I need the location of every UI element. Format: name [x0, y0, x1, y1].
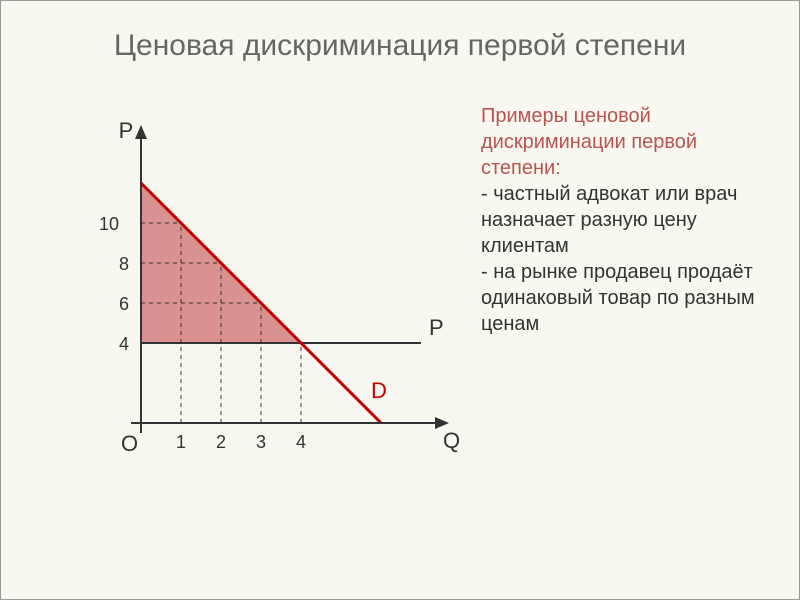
- page-title: Ценовая дискриминация первой степени: [1, 1, 799, 83]
- x-tick-2: 2: [216, 432, 226, 452]
- x-tick-4: 4: [296, 432, 306, 452]
- y-axis-arrow: [135, 125, 147, 139]
- economics-chart: P Q O 10 8 6 4 1 2 3 4 D P: [31, 83, 471, 483]
- y-tick-10: 10: [99, 214, 119, 234]
- y-tick-8: 8: [119, 254, 129, 274]
- price-line-label: P: [429, 315, 444, 340]
- examples-body: - частный адвокат или врач назначает раз…: [481, 181, 759, 337]
- x-axis-label: Q: [443, 428, 460, 453]
- origin-label: O: [121, 431, 138, 456]
- x-tick-3: 3: [256, 432, 266, 452]
- examples-heading: Примеры ценовой дискриминации первой сте…: [481, 103, 759, 181]
- content-row: P Q O 10 8 6 4 1 2 3 4 D P Примеры ценов…: [1, 83, 799, 483]
- y-axis-label: P: [119, 118, 134, 143]
- chart-container: P Q O 10 8 6 4 1 2 3 4 D P: [31, 83, 471, 483]
- y-tick-6: 6: [119, 294, 129, 314]
- examples-panel: Примеры ценовой дискриминации первой сте…: [471, 83, 769, 483]
- y-tick-4: 4: [119, 334, 129, 354]
- demand-label: D: [371, 378, 387, 403]
- x-tick-1: 1: [176, 432, 186, 452]
